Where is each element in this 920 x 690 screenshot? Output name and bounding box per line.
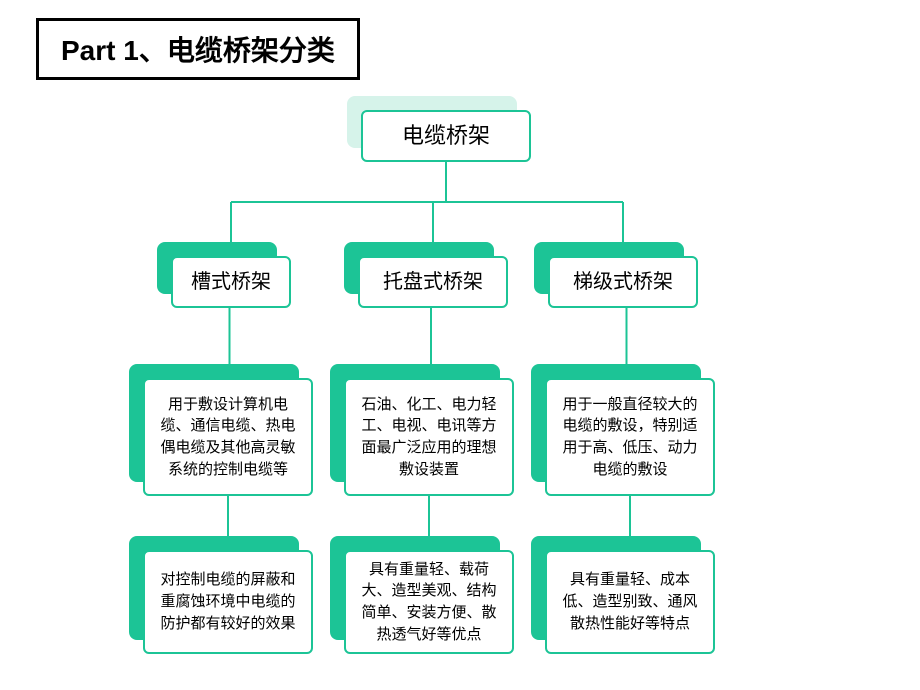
node-label: 梯级式桥架 (548, 256, 698, 308)
node-label: 具有重量轻、载荷大、造型美观、结构简单、安装方便、散热透气好等优点 (344, 550, 514, 654)
node-label: 具有重量轻、成本低、造型别致、通风散热性能好等特点 (545, 550, 715, 654)
node-c2d1: 石油、化工、电力轻工、电视、电讯等方面最广泛应用的理想敷设装置 (344, 378, 514, 496)
node-label: 托盘式桥架 (358, 256, 508, 308)
node-c3d2: 具有重量轻、成本低、造型别致、通风散热性能好等特点 (545, 550, 715, 654)
node-c2: 托盘式桥架 (358, 256, 508, 308)
node-label: 对控制电缆的屏蔽和重腐蚀环境中电缆的防护都有较好的效果 (143, 550, 313, 654)
node-c1d2: 对控制电缆的屏蔽和重腐蚀环境中电缆的防护都有较好的效果 (143, 550, 313, 654)
node-c1d1: 用于敷设计算机电缆、通信电缆、热电偶电缆及其他高灵敏系统的控制电缆等 (143, 378, 313, 496)
node-label: 电缆桥架 (361, 110, 531, 162)
diagram-canvas: 电缆桥架槽式桥架 托盘式桥架梯级式桥架用于敷设计算机电缆、通信电缆、热电偶电缆及其… (0, 0, 920, 690)
node-c2d2: 具有重量轻、载荷大、造型美观、结构简单、安装方便、散热透气好等优点 (344, 550, 514, 654)
node-label: 用于一般直径较大的电缆的敷设，特别适用于高、低压、动力电缆的敷设 (545, 378, 715, 496)
node-c3: 梯级式桥架 (548, 256, 698, 308)
node-label: 槽式桥架 (171, 256, 291, 308)
node-root: 电缆桥架 (361, 110, 531, 162)
node-c3d1: 用于一般直径较大的电缆的敷设，特别适用于高、低压、动力电缆的敷设 (545, 378, 715, 496)
node-label: 石油、化工、电力轻工、电视、电讯等方面最广泛应用的理想敷设装置 (344, 378, 514, 496)
node-label: 用于敷设计算机电缆、通信电缆、热电偶电缆及其他高灵敏系统的控制电缆等 (143, 378, 313, 496)
node-c1: 槽式桥架 (171, 256, 291, 308)
